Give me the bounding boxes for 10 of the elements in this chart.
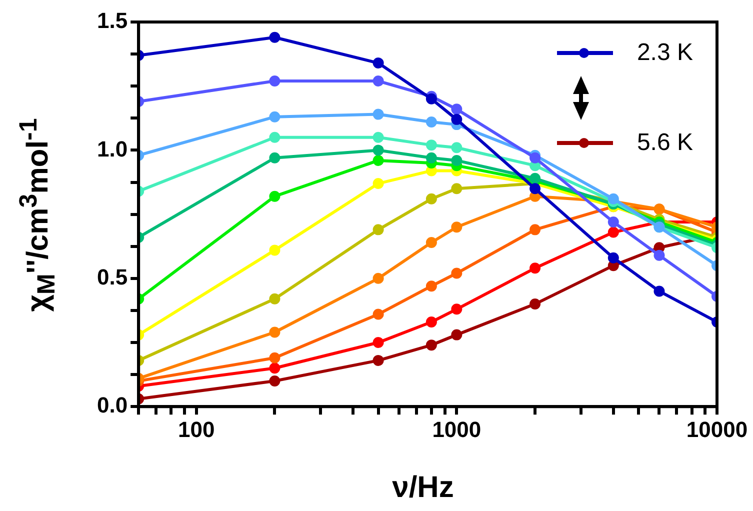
x-tick-label: 100 xyxy=(178,416,215,442)
x-axis-title: ν/Hz xyxy=(392,471,454,505)
x-tick-label: 1000 xyxy=(432,416,482,442)
legend-label: 5.6 K xyxy=(636,129,693,157)
y-tick-label: 0.0 xyxy=(96,392,128,418)
legend-label: 2.3 K xyxy=(636,39,693,67)
y-tick-label: 0.5 xyxy=(96,264,128,290)
y-tick-label: 1.5 xyxy=(96,8,128,34)
x-tick-label: 10000 xyxy=(686,416,748,442)
y-tick-label: 1.0 xyxy=(96,136,128,162)
